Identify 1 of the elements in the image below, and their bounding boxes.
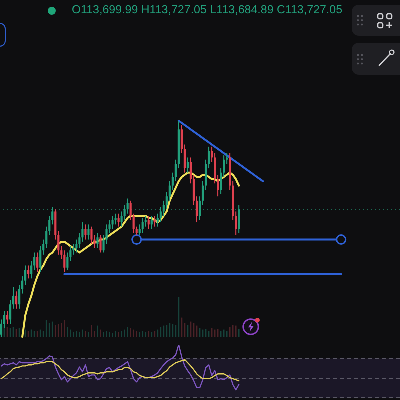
chart-title: O113,699.99 H113,727.05 L113,684.89 C113,727.05 bbox=[72, 3, 343, 16]
